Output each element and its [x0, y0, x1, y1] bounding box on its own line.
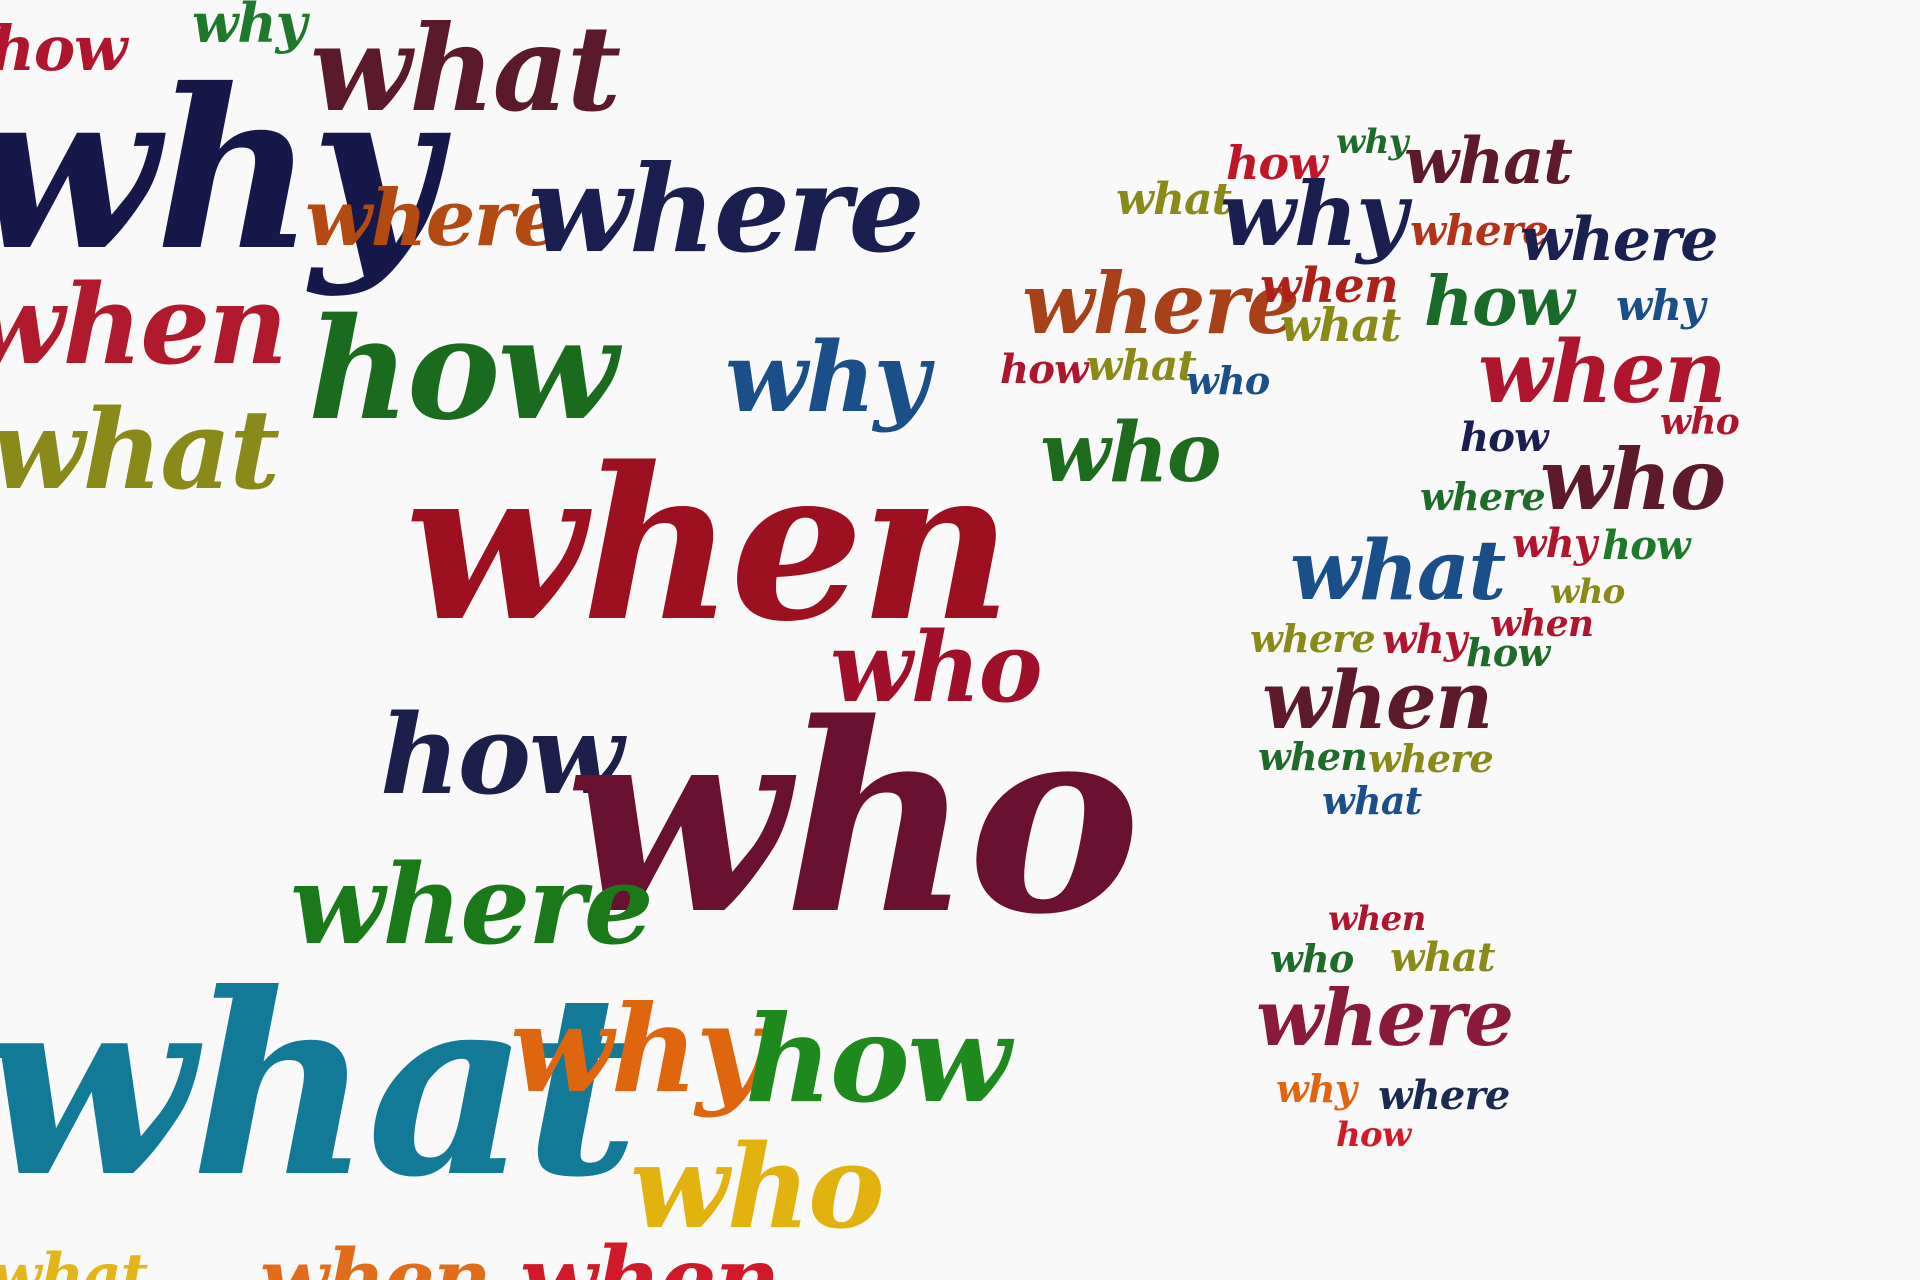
word-where-10: where: [1256, 973, 1514, 1064]
word-who-6: who: [1660, 401, 1740, 443]
word-what-11: what: [0, 1241, 148, 1280]
word-why-9: why: [1382, 616, 1467, 663]
word-how-10: how: [1466, 630, 1550, 675]
word-how-1: how: [0, 12, 127, 85]
word-where-11: where: [1378, 1072, 1510, 1119]
word-who-7: who: [1540, 430, 1726, 529]
word-when-1: when: [0, 260, 288, 389]
word-where-3: where: [290, 840, 654, 969]
word-when-8: when: [1258, 734, 1368, 779]
word-how-8: how: [1460, 414, 1549, 461]
word-why-8: why: [1512, 520, 1597, 567]
word-what-3: what: [0, 938, 639, 1232]
word-how-4: how: [745, 989, 1011, 1130]
word-why-7: why: [1616, 281, 1705, 330]
word-who-9: who: [1270, 936, 1354, 981]
word-when-2: when: [405, 421, 1012, 668]
word-what-9: what: [1322, 778, 1422, 823]
word-who-5: who: [1040, 405, 1222, 501]
word-where-1: where: [305, 173, 563, 264]
word-why-10: why: [1276, 1066, 1357, 1111]
word-why-6: why: [1220, 162, 1407, 266]
word-where-2: where: [528, 139, 925, 280]
word-where-4: where: [1410, 206, 1549, 255]
word-how-5: how: [1226, 136, 1328, 190]
word-why-3: why: [725, 321, 929, 434]
word-who-3: who: [630, 1120, 885, 1255]
word-what-5: what: [1116, 174, 1232, 225]
word-how-3: how: [380, 690, 624, 819]
word-why-5: why: [1336, 122, 1408, 162]
word-why-2: why: [0, 40, 438, 299]
word-where-8: where: [1250, 616, 1376, 661]
word-what-2: what: [0, 385, 280, 514]
word-who-8: who: [1550, 572, 1625, 612]
word-when-4: when: [1260, 258, 1399, 314]
word-where-7: where: [1420, 474, 1546, 519]
word-when-7: when: [1262, 653, 1493, 747]
word-what-10: what: [1390, 934, 1496, 981]
word-what-8: what: [1290, 523, 1506, 619]
word-what-4: what: [1404, 124, 1573, 199]
word-when-10: when: [260, 1231, 491, 1280]
word-where-9: where: [1368, 736, 1494, 781]
word-where-6: where: [1022, 254, 1300, 353]
word-what-6: what: [1280, 298, 1401, 352]
word-how-7: how: [1000, 346, 1089, 393]
word-what-1: what: [310, 0, 621, 138]
word-why-1: why: [192, 0, 307, 55]
word-who-1: who: [830, 611, 1043, 724]
word-when-9: when: [1328, 899, 1426, 939]
word-how-11: how: [1336, 1115, 1411, 1155]
word-who-4: who: [1186, 358, 1270, 403]
word-when-3: when: [520, 1227, 780, 1280]
word-where-5: where: [1520, 205, 1718, 275]
word-how-2: how: [308, 288, 618, 452]
word-what-7: what: [1086, 341, 1197, 390]
word-how-9: how: [1602, 522, 1691, 569]
word-when-5: when: [1478, 322, 1727, 423]
word-when-6: when: [1490, 603, 1594, 645]
word-who-2: who: [565, 667, 1141, 972]
word-how-6: how: [1424, 262, 1575, 342]
word-why-4: why: [510, 979, 765, 1120]
